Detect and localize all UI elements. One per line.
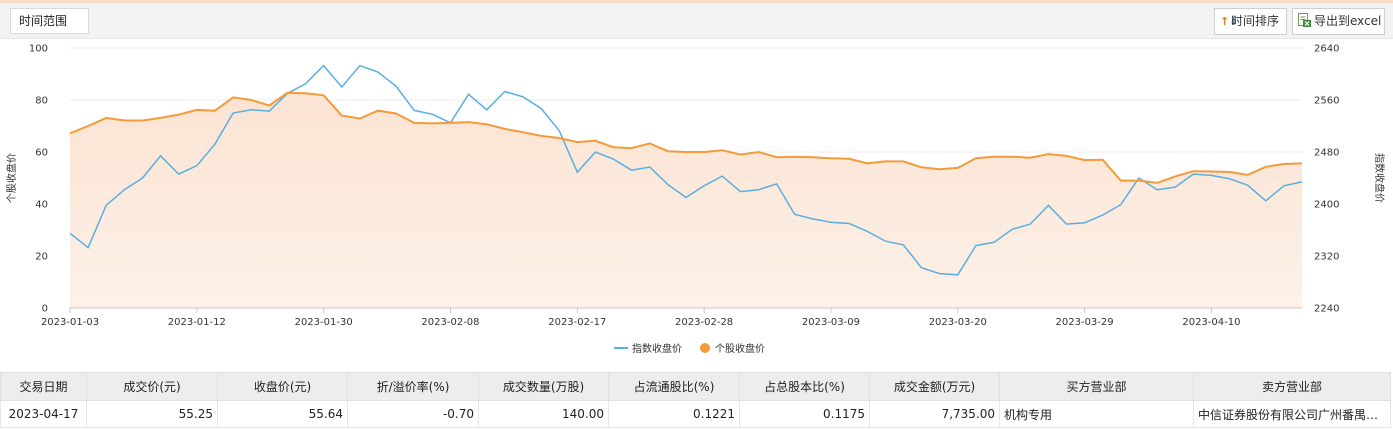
legend-stock-label: 个股收盘价: [715, 342, 765, 355]
x-tick-label: 2023-03-09: [802, 317, 860, 328]
right-tick-label: 2320: [1314, 252, 1339, 263]
left-tick-label: 60: [35, 148, 48, 159]
legend-index-label: 指数收盘价: [632, 342, 682, 355]
right-tick-label: 2640: [1314, 44, 1339, 55]
export-excel-label: 导出到excel: [1314, 14, 1382, 28]
col-header-trade-price[interactable]: 成交价(元): [86, 372, 218, 401]
cell-date: 2023-04-17: [0, 400, 87, 428]
export-excel-button[interactable]: 导出到excel: [1292, 8, 1385, 35]
x-tick-label: 2023-02-28: [675, 317, 733, 328]
right-axis-label: 指数收盘价: [1373, 153, 1386, 203]
left-tick-label: 100: [29, 44, 48, 55]
index-price-line: [69, 64, 1303, 276]
cell-buyer: 机构专用: [999, 400, 1194, 428]
x-tick-label: 2023-01-03: [41, 317, 99, 328]
x-tick-label: 2023-02-08: [421, 317, 479, 328]
table-row: 2023-04-17 55.25 55.64 -0.70 140.00 0.12…: [0, 400, 1391, 428]
col-header-amount[interactable]: 成交金额(万元): [869, 372, 1000, 401]
left-axis-label: 个股收盘价: [5, 153, 18, 203]
time-range-selector[interactable]: 时间范围: [10, 8, 89, 34]
right-axis-ticks: 2240 2320 2400 2480 2560 2640: [1314, 44, 1339, 315]
col-header-volume[interactable]: 成交数量(万股): [478, 372, 609, 401]
col-header-close-price[interactable]: 收盘价(元): [217, 372, 348, 401]
toolbar: 时间范围 ↑↓时间排序 导出到excel: [0, 3, 1393, 39]
x-tick-label: 2023-01-12: [168, 317, 226, 328]
col-header-buyer[interactable]: 买方营业部: [999, 372, 1194, 401]
left-tick-label: 80: [35, 96, 48, 107]
sort-arrows-icon: ↑↓: [1220, 15, 1239, 28]
right-tick-label: 2240: [1314, 304, 1339, 315]
sort-by-time-label: 时间排序: [1231, 14, 1280, 28]
cell-seller: 中信证券股份有限公司广州番禺…: [1193, 400, 1391, 428]
price-chart: 0 20 40 60 80 100 2240 2320 2400 2480 2560 2640 20…: [5, 44, 1386, 356]
cell-trade-price: 55.25: [86, 400, 218, 428]
excel-icon: [1298, 13, 1311, 27]
left-axis-ticks: 0 20 40 60 80 100: [29, 44, 48, 315]
col-header-total-ratio[interactable]: 占总股本比(%): [739, 372, 870, 401]
x-tick-label: 2023-03-29: [1056, 317, 1114, 328]
legend-stock-swatch: [700, 343, 710, 353]
x-axis-ticks: 2023-01-03 2023-01-12 2023-01-30 2023-02-08…: [41, 308, 1240, 328]
cell-volume: 140.00: [478, 400, 609, 428]
cell-premium-rate: -0.70: [347, 400, 479, 428]
chart-legend: 指数收盘价 个股收盘价: [614, 342, 765, 355]
cell-total-ratio: 0.1175: [739, 400, 870, 428]
right-tick-label: 2400: [1314, 200, 1339, 211]
col-header-date[interactable]: 交易日期: [0, 372, 87, 401]
col-header-premium-rate[interactable]: 折/溢价率(%): [347, 372, 479, 401]
right-tick-label: 2560: [1314, 96, 1339, 107]
sort-by-time-button[interactable]: ↑↓时间排序: [1214, 8, 1287, 35]
left-tick-label: 0: [42, 304, 48, 315]
x-tick-label: 2023-02-17: [548, 317, 606, 328]
left-tick-label: 40: [35, 200, 48, 211]
col-header-float-ratio[interactable]: 占流通股比(%): [608, 372, 740, 401]
stock-price-area: [70, 92, 1302, 308]
cell-float-ratio: 0.1221: [608, 400, 740, 428]
right-tick-label: 2480: [1314, 148, 1339, 159]
stock-price-line: [69, 91, 1303, 184]
x-tick-label: 2023-04-10: [1182, 317, 1240, 328]
x-tick-label: 2023-03-20: [929, 317, 987, 328]
cell-close-price: 55.64: [217, 400, 348, 428]
table-header-row: 交易日期 成交价(元) 收盘价(元) 折/溢价率(%) 成交数量(万股) 占流通…: [0, 372, 1391, 401]
x-tick-label: 2023-01-30: [295, 317, 353, 328]
left-tick-label: 20: [35, 252, 48, 263]
block-trade-table: 交易日期 成交价(元) 收盘价(元) 折/溢价率(%) 成交数量(万股) 占流通…: [0, 372, 1393, 428]
col-header-seller[interactable]: 卖方营业部: [1193, 372, 1391, 401]
cell-amount: 7,735.00: [869, 400, 1000, 428]
top-accent-line: [0, 0, 1393, 3]
